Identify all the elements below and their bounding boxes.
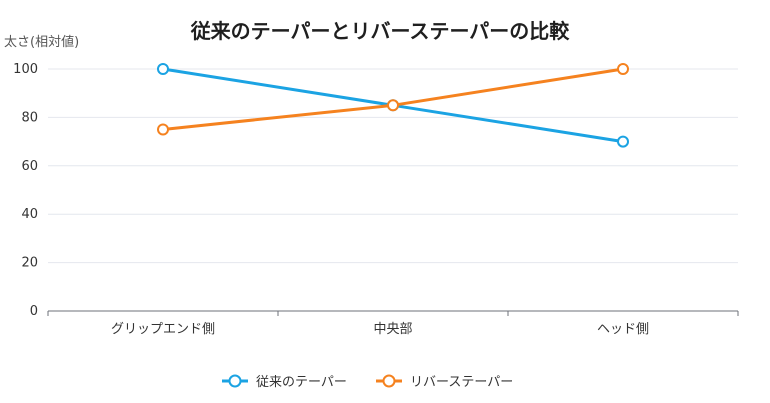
y-tick-label: 20 — [21, 256, 38, 271]
series-line-2 — [161, 67, 625, 131]
x-tick-label: 中央部 — [373, 322, 412, 337]
y-tick-label: 80 — [21, 110, 38, 125]
y-axis-label: 太さ(相対値) — [4, 34, 79, 50]
y-tick-label: 100 — [13, 62, 38, 77]
data-point — [387, 99, 399, 112]
x-tick-label: ヘッド側 — [597, 322, 649, 337]
x-tick-label: グリップエンド側 — [111, 322, 215, 337]
legend-label-1: 従来のテーパー — [256, 375, 347, 390]
legend-label-2: リバーステーパー — [410, 375, 513, 390]
y-tick-label: 60 — [21, 159, 38, 174]
y-axis: 0 20 40 60 80 100 — [13, 62, 38, 319]
y-tick-label: 0 — [30, 304, 38, 319]
legend-marker-1 — [228, 374, 242, 388]
data-point — [157, 63, 169, 75]
data-point — [617, 63, 629, 75]
chart-title: 従来のテーパーとリバーステーパーの比較 — [190, 19, 571, 43]
y-tick-label: 40 — [21, 207, 38, 222]
data-point — [157, 123, 169, 136]
legend: 従来のテーパー リバーステーパー — [222, 374, 513, 390]
x-axis — [47, 310, 739, 316]
legend-marker-2 — [382, 374, 396, 388]
x-axis-labels: グリップエンド側 中央部 ヘッド側 — [111, 322, 649, 337]
series-group — [157, 63, 629, 148]
grid — [48, 68, 738, 264]
data-point — [617, 135, 629, 148]
